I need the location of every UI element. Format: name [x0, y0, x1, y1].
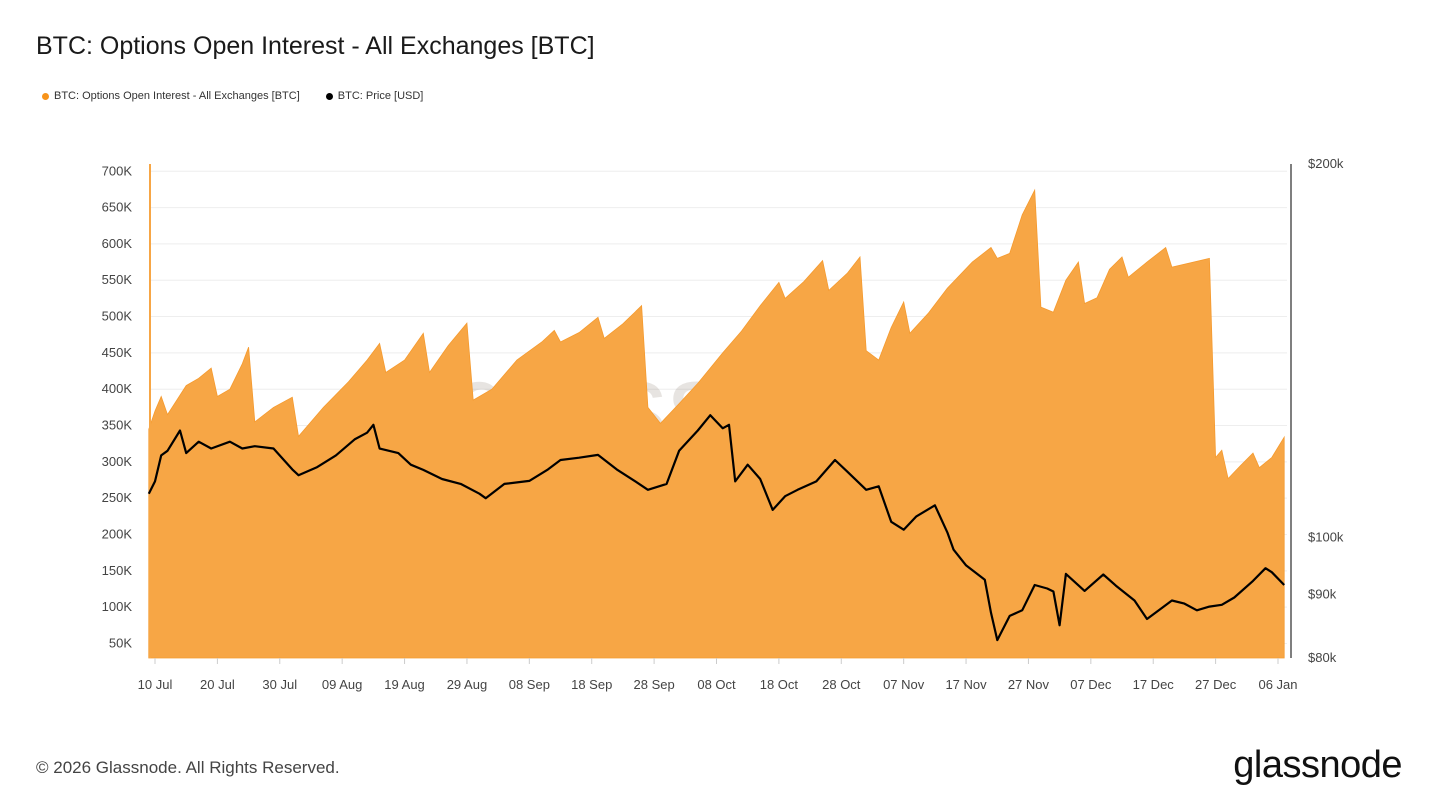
- y-left-tick-label: 100K: [102, 599, 133, 614]
- legend-label: BTC: Options Open Interest - All Exchang…: [54, 90, 300, 102]
- x-tick-label: 07 Nov: [883, 677, 925, 692]
- y-left-tick-label: 650K: [102, 200, 133, 215]
- open-interest-area: [148, 188, 1285, 659]
- y-left-tick-label: 200K: [102, 527, 133, 542]
- y-right-tick-label: $80k: [1308, 650, 1337, 665]
- axes: 50K 100K 150K 200K 250K 300K 350K 400K 450K 500K 5…: [102, 156, 1344, 692]
- y-left-tick-label: 250K: [102, 490, 133, 505]
- y-left-tick-label: 500K: [102, 309, 133, 324]
- x-tick-label: 17 Dec: [1133, 677, 1175, 692]
- x-tick-label: 30 Jul: [262, 677, 297, 692]
- legend: BTC: Options Open Interest - All Exchang…: [42, 90, 423, 102]
- legend-dot-black-icon: [325, 92, 333, 100]
- x-tick-label: 19 Aug: [384, 677, 425, 692]
- y-left-tick-label: 50K: [109, 635, 132, 650]
- chart-title: BTC: Options Open Interest - All Exchang…: [36, 32, 595, 60]
- x-tick-label: 10 Jul: [138, 677, 173, 692]
- y-left-tick-label: 600K: [102, 236, 133, 251]
- x-tick-label: 09 Aug: [322, 677, 363, 692]
- x-tick-label: 20 Jul: [200, 677, 235, 692]
- y-left-tick-label: 700K: [102, 163, 133, 178]
- y-right-tick-label: $90k: [1308, 586, 1337, 601]
- legend-dot-orange-icon: [42, 92, 49, 100]
- y-left-tick-label: 400K: [102, 381, 133, 396]
- x-tick-label: 08 Sep: [509, 677, 550, 692]
- x-tick-label: 06 Jan: [1258, 677, 1297, 692]
- y-left-tick-label: 450K: [102, 345, 133, 360]
- x-tick-label: 27 Dec: [1195, 677, 1237, 692]
- y-left-tick-label: 550K: [102, 272, 133, 287]
- glassnode-logo[interactable]: glassnode: [1233, 744, 1402, 786]
- legend-item-open-interest[interactable]: BTC: Options Open Interest - All Exchang…: [42, 90, 300, 102]
- y-right-tick-label: $100k: [1308, 530, 1344, 545]
- legend-label: BTC: Price [USD]: [337, 90, 424, 102]
- legend-item-price[interactable]: BTC: Price [USD]: [325, 90, 424, 102]
- copyright: © 2026 Glassnode. All Rights Reserved.: [36, 758, 340, 777]
- x-tick-label: 17 Nov: [945, 677, 987, 692]
- price-line: [147, 414, 1285, 642]
- x-tick-label: 08 Oct: [697, 677, 736, 692]
- y-left-tick-label: 350K: [102, 418, 133, 433]
- x-tick-label: 28 Oct: [822, 677, 861, 692]
- x-tick-label: 18 Sep: [571, 677, 612, 692]
- x-tick-label: 07 Dec: [1070, 677, 1112, 692]
- x-tick-label: 28 Sep: [634, 677, 675, 692]
- x-tick-label: 18 Oct: [760, 677, 799, 692]
- x-tick-label: 27 Nov: [1008, 677, 1050, 692]
- series-layer: [147, 164, 1285, 659]
- y-left-tick-label: 300K: [102, 454, 133, 469]
- y-left-tick-label: 150K: [102, 563, 133, 578]
- y-right-tick-label: $200k: [1308, 156, 1344, 171]
- x-tick-label: 29 Aug: [447, 677, 488, 692]
